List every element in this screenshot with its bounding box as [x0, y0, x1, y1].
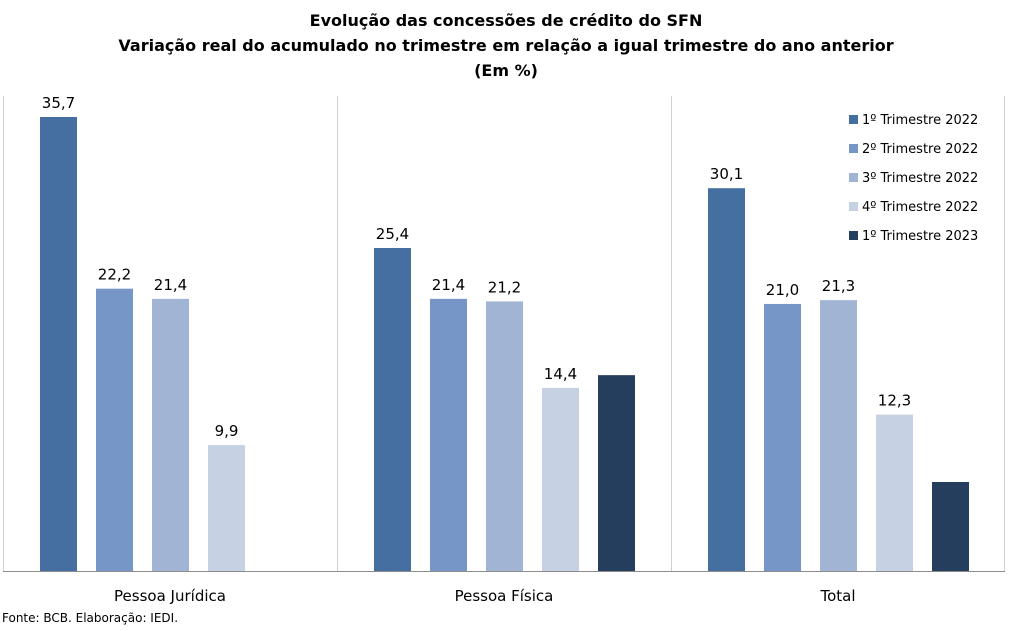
data-label: 12,3: [878, 392, 911, 410]
chart-unit-note: (Em %): [474, 61, 538, 80]
legend-label: 2º Trimestre 2022: [862, 142, 978, 157]
legend-swatch: [849, 144, 858, 153]
bar: [40, 117, 77, 571]
bar: [764, 303, 801, 571]
data-label: 21,4: [154, 276, 187, 294]
data-label: 21,3: [822, 277, 855, 295]
bar: [598, 375, 635, 571]
chart-title-block: Evolução das concessões de crédito do SF…: [0, 8, 1012, 83]
source-note: Fonte: BCB. Elaboração: IEDI.: [2, 611, 179, 625]
bar: [876, 414, 913, 571]
bar: [486, 301, 523, 571]
data-label: 21,0: [766, 281, 799, 299]
data-label: 14,4: [544, 365, 577, 383]
data-label: 21,2: [488, 278, 521, 296]
chart-title: Evolução das concessões de crédito do SF…: [309, 11, 703, 30]
data-label: 9,9: [215, 422, 239, 440]
legend-label: 1º Trimestre 2023: [862, 229, 978, 244]
legend-swatch: [849, 231, 858, 240]
bar: [152, 298, 189, 571]
bar: [708, 188, 745, 571]
legend-swatch: [849, 173, 858, 182]
bar: [820, 300, 857, 571]
category-label: Pessoa Física: [455, 587, 554, 605]
bar: [208, 445, 245, 571]
chart-subtitle: Variação real do acumulado no trimestre …: [118, 36, 894, 55]
bar: [542, 387, 579, 571]
bar: [96, 288, 133, 571]
data-label: 25,4: [376, 225, 409, 243]
legend-swatch: [849, 115, 858, 124]
legend-label: 1º Trimestre 2022: [862, 113, 978, 128]
data-label: 30,1: [710, 165, 743, 183]
category-label: Total: [819, 587, 855, 605]
data-label: 35,7: [42, 94, 75, 112]
category-label: Pessoa Jurídica: [114, 587, 226, 605]
data-label: 22,2: [98, 266, 131, 284]
bar: [374, 247, 411, 571]
data-label: 21,4: [432, 276, 465, 294]
bar: [932, 481, 969, 571]
legend-swatch: [849, 202, 858, 211]
legend-label: 4º Trimestre 2022: [862, 200, 978, 215]
bar: [430, 298, 467, 571]
legend-label: 3º Trimestre 2022: [862, 171, 978, 186]
